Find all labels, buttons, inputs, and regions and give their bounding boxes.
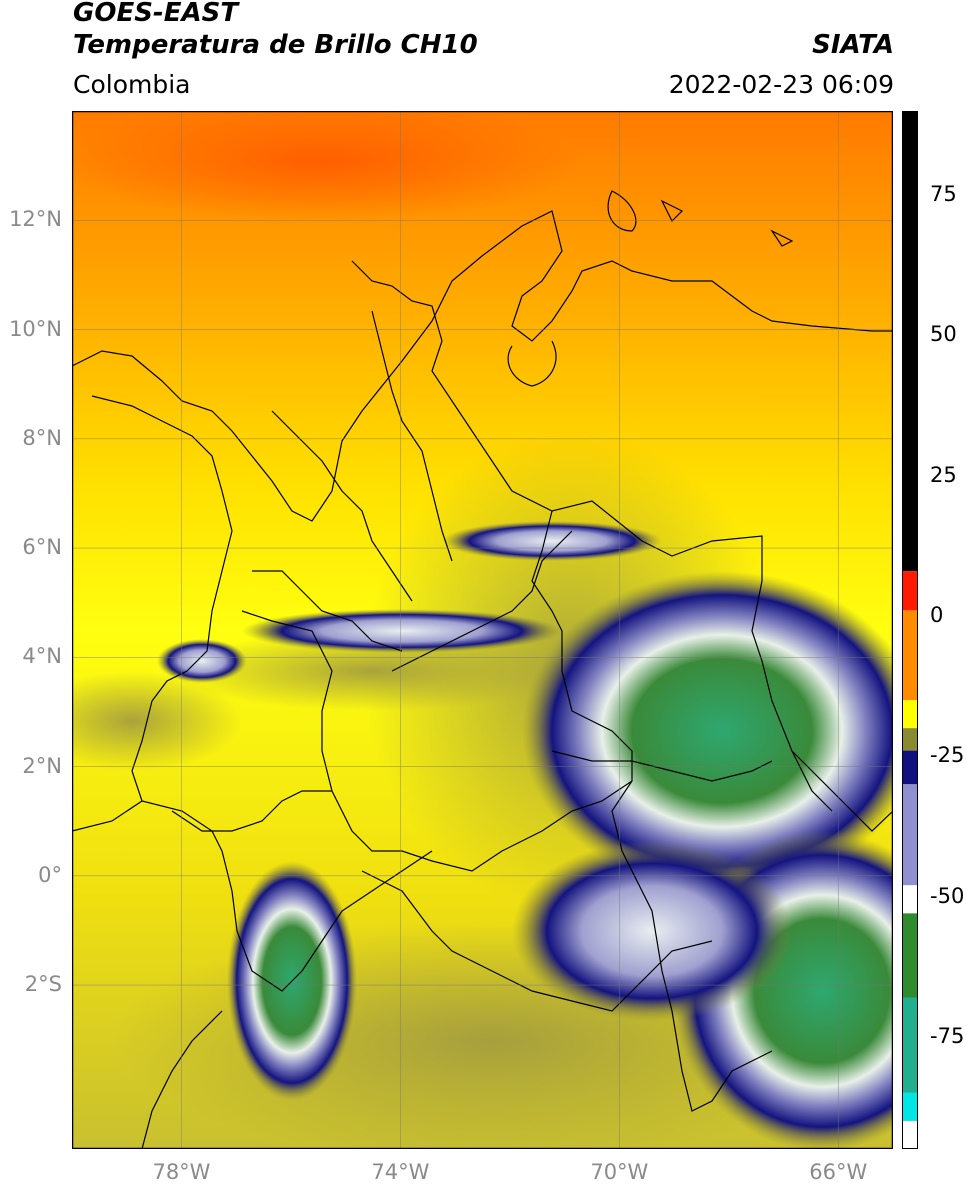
colorbar-tick-label: -75 xyxy=(930,1023,965,1048)
lat-tick-label: 6°N xyxy=(22,535,62,560)
product-title: Temperatura de Brillo CH10 xyxy=(73,30,478,60)
colorbar-tick-label: -25 xyxy=(930,743,965,768)
colorbar-segment xyxy=(902,728,918,751)
colorbar-tick-label: 75 xyxy=(930,182,957,207)
cloud-band xyxy=(242,609,562,653)
lat-tick-label: 12°N xyxy=(9,207,62,232)
colorbar-segment xyxy=(902,700,918,729)
satellite-map[interactable] xyxy=(72,111,893,1149)
colorbar-tick-label: 50 xyxy=(930,322,957,347)
colorbar-tick-label: -50 xyxy=(930,883,965,908)
datetime-label: 2022-02-23 06:09 xyxy=(668,70,894,99)
warm-area xyxy=(72,111,582,221)
satellite-title: GOES-EAST xyxy=(73,0,239,28)
colorbar-tick-label: 0 xyxy=(930,602,944,627)
colorbar-segment xyxy=(902,885,918,914)
lon-tick-label: 70°W xyxy=(590,1160,649,1184)
graticule xyxy=(72,111,893,1149)
cloud-cluster xyxy=(512,841,792,1021)
coastlines-and-borders xyxy=(72,190,893,1149)
cloud-band xyxy=(442,521,662,561)
lon-tick-label: 74°W xyxy=(371,1160,430,1184)
region-label: Colombia xyxy=(73,70,191,99)
cloud-cell xyxy=(157,639,247,683)
colorbar xyxy=(902,111,918,1149)
lon-tick-label: 66°W xyxy=(809,1160,868,1184)
colorbar-tick-label: 25 xyxy=(930,462,957,487)
colorbar-segment xyxy=(902,1092,918,1121)
lat-tick-label: 10°N xyxy=(9,316,62,341)
cloud-cluster xyxy=(522,571,893,891)
colorbar-frame xyxy=(902,111,918,1149)
lat-tick-label: 2°N xyxy=(22,753,62,778)
colorbar-segment xyxy=(902,571,918,611)
colorbar-segment xyxy=(902,913,918,998)
lat-tick-label: 4°N xyxy=(22,644,62,669)
map-frame xyxy=(72,111,893,1149)
colorbar-segment xyxy=(902,1120,918,1149)
colorbar-segment xyxy=(902,784,918,886)
lat-tick-label: 0° xyxy=(38,862,62,887)
lon-tick-label: 78°W xyxy=(152,1160,211,1184)
colorbar-segment xyxy=(902,750,918,785)
agency-label: SIATA xyxy=(812,30,894,60)
colorbar-segment xyxy=(902,997,918,1093)
colorbar-segment xyxy=(902,610,918,701)
lat-tick-label: 2°S xyxy=(24,972,62,997)
haze-area xyxy=(72,671,242,771)
lat-tick-label: 8°N xyxy=(22,425,62,450)
colorbar-segment xyxy=(902,111,918,572)
